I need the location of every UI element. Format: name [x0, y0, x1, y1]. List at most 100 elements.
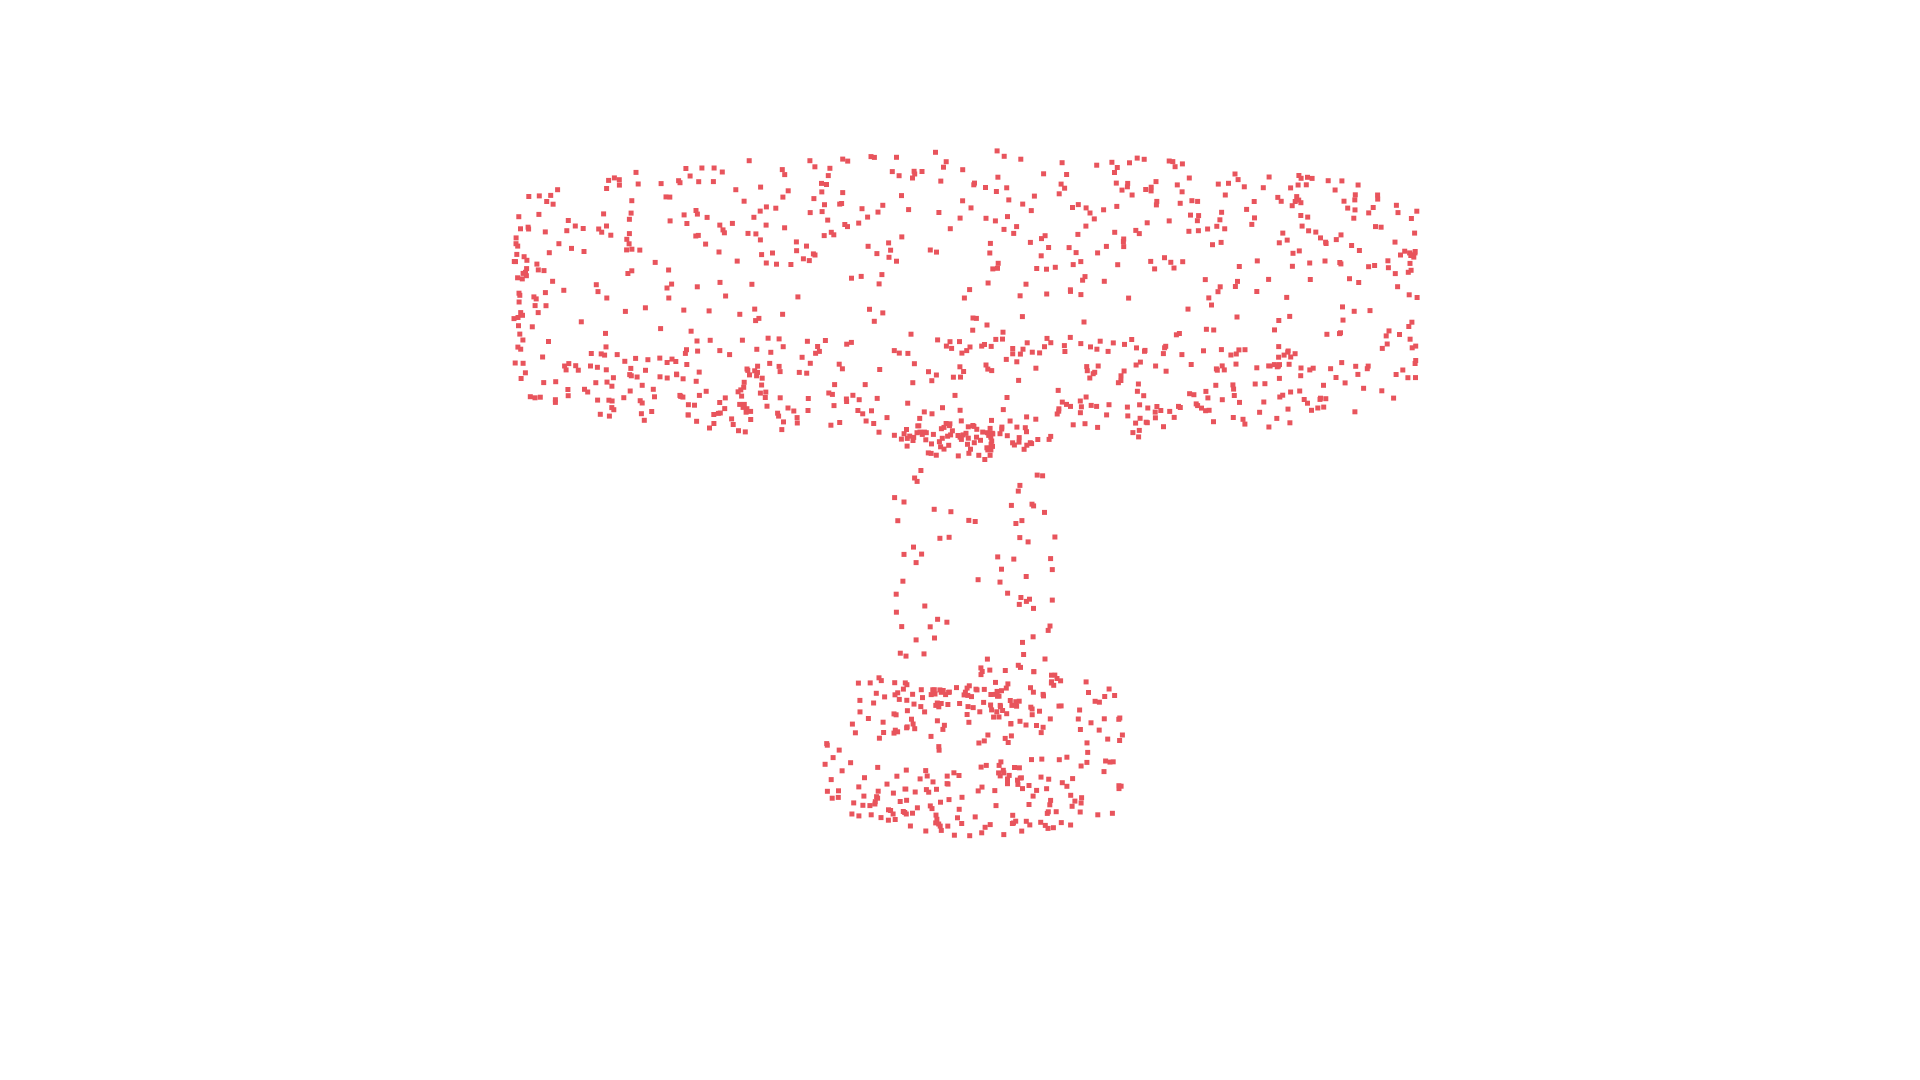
point: [939, 435, 945, 441]
point: [609, 383, 615, 389]
point: [1338, 330, 1343, 336]
point: [1136, 434, 1142, 440]
point: [871, 421, 877, 426]
point: [1266, 424, 1272, 430]
point: [569, 245, 574, 251]
point: [987, 240, 993, 246]
point: [517, 331, 523, 337]
point: [1173, 332, 1179, 338]
point: [1095, 250, 1101, 256]
point: [970, 705, 976, 711]
point: [752, 306, 758, 312]
point: [904, 435, 910, 441]
point: [868, 154, 874, 160]
point: [1044, 786, 1050, 792]
point: [1135, 381, 1141, 387]
point: [641, 417, 647, 423]
point: [1091, 216, 1097, 222]
point: [729, 220, 735, 226]
point: [626, 231, 632, 237]
point: [757, 390, 763, 396]
point: [1413, 358, 1419, 363]
point: [871, 318, 877, 324]
point: [1266, 174, 1272, 180]
point: [810, 251, 816, 257]
point: [747, 372, 752, 378]
point: [1023, 574, 1029, 579]
point: [913, 637, 919, 643]
point: [984, 656, 990, 662]
point: [578, 319, 584, 325]
point: [1114, 165, 1120, 170]
point: [932, 691, 938, 697]
point: [1266, 363, 1272, 369]
point: [957, 364, 963, 370]
point: [1077, 809, 1083, 815]
point: [1003, 685, 1009, 691]
point: [1367, 308, 1373, 314]
point: [905, 350, 911, 356]
point: [741, 379, 747, 385]
point: [874, 794, 880, 800]
point: [1010, 812, 1016, 818]
point: [1407, 260, 1413, 266]
point: [1405, 269, 1411, 275]
point: [961, 369, 967, 374]
point: [685, 412, 691, 418]
point: [1044, 291, 1050, 297]
point: [959, 350, 965, 356]
point: [684, 347, 689, 353]
point: [1351, 215, 1357, 221]
point: [744, 366, 750, 372]
point: [1162, 345, 1168, 351]
point: [1012, 765, 1017, 770]
point: [894, 773, 900, 779]
point: [923, 787, 929, 793]
point: [1272, 327, 1277, 333]
point: [781, 419, 786, 425]
point: [1102, 694, 1108, 699]
point: [869, 408, 874, 414]
point: [997, 773, 1003, 779]
point: [1288, 354, 1294, 360]
point: [965, 692, 971, 698]
point: [992, 788, 998, 794]
point: [936, 744, 942, 750]
point: [1378, 224, 1384, 230]
point: [1052, 264, 1058, 270]
point: [836, 788, 841, 794]
point: [966, 719, 972, 725]
point: [1152, 409, 1158, 415]
point: [1118, 373, 1124, 379]
point: [934, 816, 940, 822]
point: [1020, 639, 1025, 645]
point: [518, 226, 523, 232]
point: [1328, 366, 1334, 372]
point: [706, 308, 712, 314]
point: [1083, 394, 1089, 400]
point: [1339, 178, 1345, 184]
point: [768, 349, 774, 355]
point: [829, 391, 835, 397]
point: [1008, 733, 1014, 739]
point: [987, 425, 993, 431]
point: [1048, 556, 1054, 562]
point: [1056, 408, 1062, 414]
point: [938, 426, 944, 432]
point: [780, 344, 786, 350]
point: [1117, 738, 1123, 743]
point: [746, 158, 752, 164]
point: [782, 225, 788, 231]
point: [1026, 802, 1032, 807]
point: [773, 205, 779, 211]
point: [1289, 203, 1295, 209]
point: [1298, 365, 1304, 371]
point: [867, 306, 872, 312]
point: [1030, 793, 1036, 799]
point: [929, 806, 935, 812]
point: [1133, 420, 1139, 426]
point: [917, 415, 923, 421]
point: [1101, 769, 1107, 775]
